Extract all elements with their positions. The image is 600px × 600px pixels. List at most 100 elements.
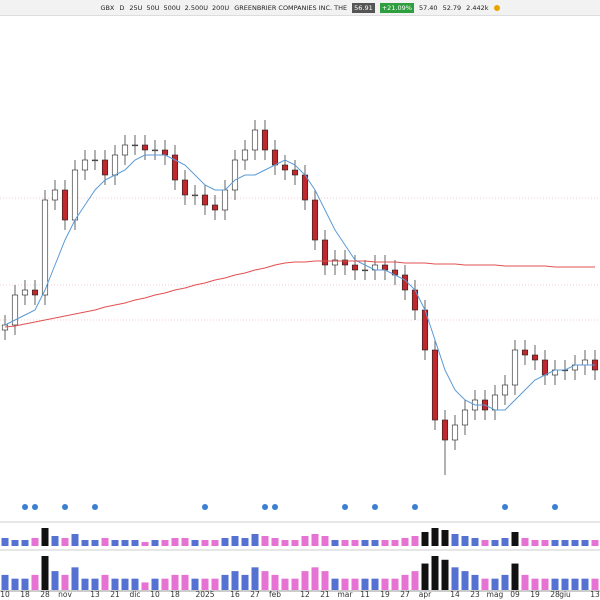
- volume-bar: [121, 578, 129, 590]
- volume-bar: [281, 578, 289, 590]
- x-tick-label: 10: [0, 590, 10, 599]
- volume-bar: [261, 571, 269, 590]
- last-price: 56.91: [352, 2, 375, 13]
- candle-body: [181, 179, 189, 196]
- volume-bar: [371, 578, 379, 590]
- range-button[interactable]: 50U: [146, 3, 160, 12]
- candle-body: [271, 149, 279, 166]
- range-button[interactable]: 500U: [163, 3, 181, 12]
- low: 52.79: [442, 3, 462, 12]
- volume-bar: [71, 567, 79, 590]
- candle-body: [161, 149, 169, 156]
- candle-body: [331, 259, 339, 266]
- range-button[interactable]: 25U: [129, 3, 143, 12]
- volume-bar: [151, 578, 159, 590]
- volume-bar: [411, 571, 419, 590]
- event-icon: [62, 504, 68, 510]
- volume-bar: [41, 528, 49, 546]
- candle-body: [351, 264, 359, 271]
- volume-bar: [281, 540, 289, 546]
- volume-bar: [71, 534, 79, 546]
- volume-bar: [511, 532, 519, 546]
- volume-bar: [351, 540, 359, 546]
- volume-bar: [431, 528, 439, 546]
- candle-body: [11, 294, 19, 326]
- x-tick-label: 14: [450, 590, 460, 599]
- volume-bar: [411, 536, 419, 546]
- candle-body: [501, 384, 509, 396]
- volume-bar: [171, 574, 179, 590]
- candle-body: [91, 159, 99, 162]
- volume-bar: [451, 534, 459, 546]
- volume-bar: [291, 578, 299, 590]
- x-tick-label: giu: [559, 590, 571, 599]
- volume-bar: [451, 567, 459, 590]
- candle-body: [231, 159, 239, 191]
- symbol[interactable]: GBX: [100, 3, 115, 12]
- x-tick-label: 19: [380, 590, 390, 599]
- volume-bar: [61, 538, 69, 546]
- x-tick-label: 27: [400, 590, 410, 599]
- candle-body: [451, 424, 459, 441]
- volume-bar: [271, 538, 279, 546]
- volume-bar: [541, 578, 549, 590]
- x-tick-label: mar: [338, 590, 354, 599]
- candle-body: [361, 269, 369, 272]
- candle-body: [211, 204, 219, 211]
- volume-bar: [131, 540, 139, 546]
- volume-bar: [561, 578, 569, 590]
- volume-bar: [201, 540, 209, 546]
- candle-body: [441, 419, 449, 441]
- x-tick-label: 09: [510, 590, 520, 599]
- volume-bar: [521, 538, 529, 546]
- event-icon: [22, 504, 28, 510]
- menu-dot[interactable]: [493, 4, 500, 11]
- x-tick-label: 13: [90, 590, 100, 599]
- volume-bar: [1, 538, 9, 546]
- volume-bar: [41, 556, 49, 590]
- volume-bar: [331, 540, 339, 546]
- candle-body: [221, 189, 229, 211]
- x-tick-label: 2025: [195, 590, 214, 599]
- candle-body: [311, 199, 319, 241]
- volume-bar: [141, 582, 149, 590]
- volume-bar: [471, 538, 479, 546]
- event-icon: [202, 504, 208, 510]
- x-tick-label: 10: [150, 590, 160, 599]
- volume-bar: [581, 540, 589, 546]
- candle-body: [101, 159, 109, 176]
- candle-body: [321, 239, 329, 266]
- volume-bar: [251, 534, 259, 546]
- volume-bar: [211, 578, 219, 590]
- event-icon: [272, 504, 278, 510]
- volume-bar: [361, 578, 369, 590]
- volume-bar: [81, 578, 89, 590]
- volume-bar: [511, 563, 519, 590]
- volume-bar: [301, 571, 309, 590]
- volume-bar: [161, 578, 169, 590]
- volume-bar: [81, 540, 89, 546]
- x-tick-label: dic: [130, 590, 141, 599]
- volume-bar: [251, 567, 259, 590]
- ranges: 25U 50U 500U 2.500U 200U: [129, 4, 229, 12]
- x-tick-label: apr: [419, 590, 432, 599]
- candle-body: [251, 129, 259, 151]
- candle-body: [191, 194, 199, 197]
- volume-bar: [181, 574, 189, 590]
- volume-bar: [461, 571, 469, 590]
- volume-bar: [151, 540, 159, 546]
- candle-body: [111, 154, 119, 176]
- x-tick-label: 21: [320, 590, 330, 599]
- range-button[interactable]: 2.500U: [184, 3, 209, 12]
- interval[interactable]: D: [119, 3, 125, 12]
- toolbar: GBX D 25U 50U 500U 2.500U 200U GREENBRIER CO…: [0, 0, 600, 16]
- volume-bar: [1, 574, 9, 590]
- range-button[interactable]: 200U: [212, 3, 230, 12]
- volume-bar: [491, 578, 499, 590]
- volume-bar: [331, 578, 339, 590]
- volume-bar: [271, 574, 279, 590]
- x-tick-label: 11: [360, 590, 370, 599]
- volume-bar: [471, 574, 479, 590]
- volume-bar: [421, 563, 429, 590]
